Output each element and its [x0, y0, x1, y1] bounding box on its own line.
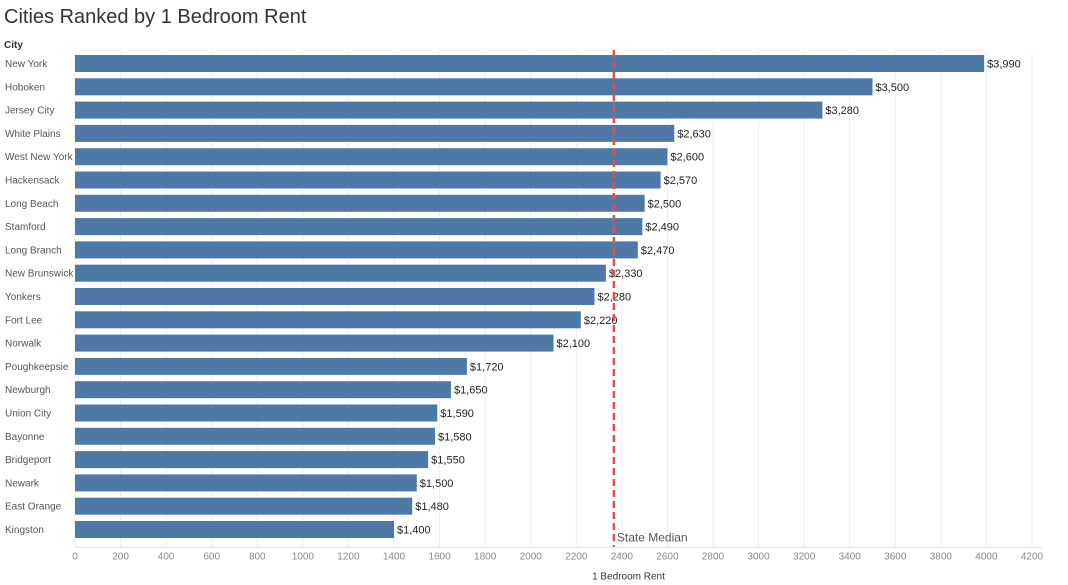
value-label: $2,500: [648, 198, 682, 210]
x-tick-label: 1200: [337, 551, 360, 562]
category-label: Bayonne: [5, 432, 45, 443]
bar: [75, 264, 606, 282]
value-label: $2,470: [641, 245, 675, 257]
value-label: $1,590: [440, 408, 474, 420]
x-tick-label: 0: [72, 551, 78, 562]
x-tick-label: 4200: [1021, 551, 1044, 562]
value-label: $1,650: [454, 385, 488, 397]
bar: [75, 171, 661, 189]
category-label: Long Beach: [5, 199, 58, 210]
category-label: East Orange: [5, 502, 62, 513]
category-label: Stamford: [5, 222, 46, 233]
value-label: $3,500: [876, 82, 910, 94]
x-tick-label: 3400: [839, 551, 862, 562]
x-tick-label: 2400: [611, 551, 634, 562]
x-axis-title: 1 Bedroom Rent: [592, 571, 665, 582]
x-tick-label: 1000: [292, 551, 315, 562]
category-label: Hackensack: [5, 176, 60, 187]
x-tick-label: 2800: [702, 551, 725, 562]
category-label: Bridgeport: [5, 455, 51, 466]
bar: [75, 55, 985, 72]
x-tick-label: 1800: [474, 551, 497, 562]
x-tick-label: 3800: [930, 551, 953, 562]
value-label: $2,220: [584, 315, 618, 327]
bar: [75, 241, 638, 259]
category-label: New York: [5, 59, 48, 70]
category-label: Norwalk: [5, 339, 42, 350]
bar: [75, 521, 394, 538]
reference-line-group: State Median: [612, 50, 688, 548]
value-label: $2,490: [645, 222, 679, 234]
bar: [75, 124, 675, 142]
x-tick-label: 3200: [793, 551, 816, 562]
value-label: $1,480: [415, 501, 449, 513]
bar: [75, 427, 436, 445]
value-label: $2,630: [677, 128, 711, 140]
x-tick-label: 600: [203, 551, 220, 562]
category-label: Poughkeepsie: [5, 362, 69, 373]
category-label: Union City: [5, 409, 51, 420]
bar: [75, 381, 451, 399]
category-label: West New York: [5, 152, 74, 163]
value-label: $1,500: [420, 478, 454, 490]
value-label: $3,280: [825, 105, 859, 117]
bar: [75, 78, 873, 96]
bar: [75, 451, 429, 469]
category-label: Yonkers: [5, 292, 41, 303]
category-label: Long Branch: [5, 245, 62, 256]
bar: [75, 148, 668, 166]
x-tick-label: 4000: [975, 551, 998, 562]
category-label: Newark: [5, 478, 40, 489]
bar: [75, 474, 417, 492]
bar: [75, 218, 643, 236]
category-label: White Plains: [5, 129, 61, 140]
bar: [75, 101, 823, 119]
x-tick-label: 200: [112, 551, 129, 562]
bar: [75, 194, 645, 212]
category-label: Kingston: [5, 525, 44, 536]
x-tick-label: 3000: [747, 551, 770, 562]
x-tick-label: 2600: [656, 551, 679, 562]
value-label: $1,400: [397, 525, 431, 537]
chart-title: Cities Ranked by 1 Bedroom Rent: [4, 6, 307, 28]
value-label: $1,580: [438, 431, 472, 443]
x-tick-label: 1400: [383, 551, 406, 562]
category-label: Newburgh: [5, 385, 51, 396]
bar: [75, 334, 554, 352]
x-tick-label: 800: [249, 551, 266, 562]
category-axis-header: City: [4, 40, 23, 51]
bar: [75, 404, 438, 422]
value-label: $2,600: [670, 152, 704, 164]
value-label: $1,550: [431, 455, 465, 467]
bar: [75, 311, 581, 329]
x-tick-label: 1600: [428, 551, 451, 562]
x-axis: 0 200 400 600 800 1000 1200 1400 1600 1800 2000 220…: [72, 546, 1044, 562]
x-tick-label: 3600: [884, 551, 907, 562]
value-label: $2,570: [664, 175, 698, 187]
bar: [75, 357, 467, 375]
category-label: Fort Lee: [5, 315, 43, 326]
bar: [75, 288, 595, 305]
value-label: $1,720: [470, 361, 504, 373]
x-tick-label: 2000: [520, 551, 543, 562]
category-label: Hoboken: [5, 82, 45, 93]
category-label: Jersey City: [5, 106, 54, 117]
value-label: $2,330: [609, 268, 643, 280]
value-label: $3,990: [987, 59, 1021, 71]
bars: [75, 55, 985, 538]
state-median-label: State Median: [617, 530, 688, 544]
bar: [75, 497, 413, 515]
category-label: New Brunswick: [5, 269, 74, 280]
x-tick-label: 2200: [565, 551, 588, 562]
category-labels: New York Hoboken Jersey City White Plains We…: [5, 59, 74, 536]
value-label: $2,100: [557, 338, 591, 350]
x-tick-label: 400: [158, 551, 175, 562]
